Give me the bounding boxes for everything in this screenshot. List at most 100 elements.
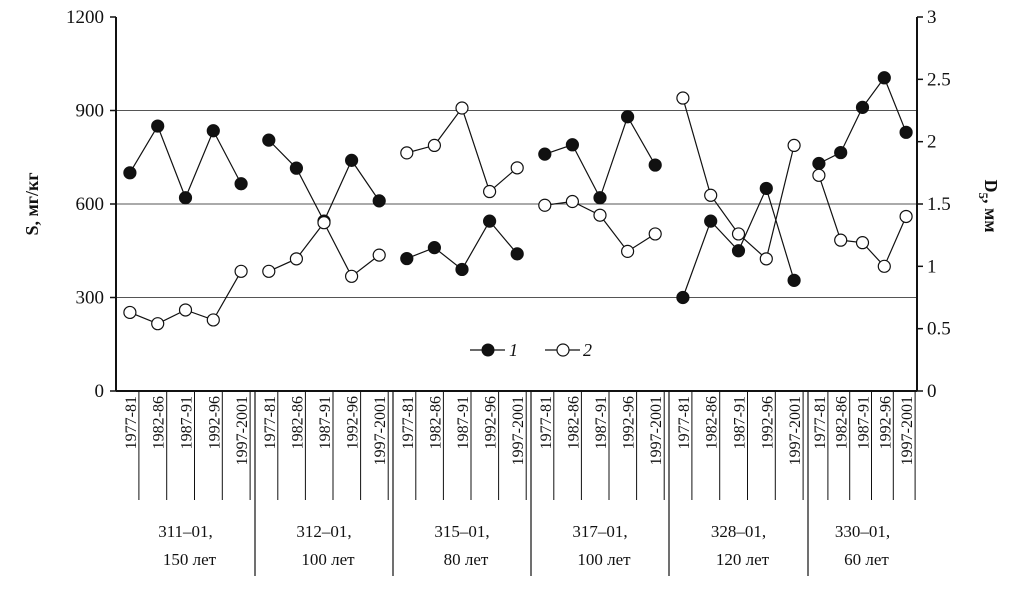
series-1-point xyxy=(676,290,690,305)
period-label: 1997-2001 xyxy=(372,396,389,465)
series-2-point xyxy=(593,208,607,222)
series-2-point xyxy=(345,269,359,283)
group-age: 60 лет xyxy=(844,550,889,569)
period-label: 1992-96 xyxy=(483,396,500,449)
series-1-point xyxy=(620,110,635,124)
series xyxy=(123,71,913,331)
series-1-point xyxy=(704,214,718,228)
left-tick-label: 300 xyxy=(76,288,105,309)
series-1-point xyxy=(483,214,497,228)
series-1-point xyxy=(427,241,441,255)
series-2-point xyxy=(234,264,248,278)
series-2-point xyxy=(455,101,469,115)
period-label: 1977-81 xyxy=(538,396,555,449)
legend-marker-series-1 xyxy=(481,343,495,357)
series-2-point xyxy=(877,259,891,273)
series-2-point xyxy=(704,188,718,202)
period-label: 1987-91 xyxy=(856,396,873,449)
series-1-point xyxy=(455,262,469,277)
group-label: 312–01, xyxy=(296,522,351,541)
series-1-point xyxy=(234,177,248,191)
series-1-point xyxy=(759,181,773,196)
series-1-point xyxy=(877,71,891,85)
group-label: 328–01, xyxy=(711,522,766,541)
series-1-point xyxy=(289,161,303,175)
y2-axis-title-main: D xyxy=(981,179,1001,192)
period-label: 1987-91 xyxy=(455,396,472,449)
series-2-line xyxy=(406,106,518,193)
series-2-point xyxy=(834,233,848,247)
right-tick-label: 0 xyxy=(927,381,937,402)
series-1-point xyxy=(510,247,524,261)
series-1-point xyxy=(178,191,193,205)
period-label: 1977-81 xyxy=(400,396,417,449)
series-1-line xyxy=(818,76,907,165)
period-label: 1982-86 xyxy=(151,396,168,449)
series-2-line xyxy=(268,221,380,278)
period-label: 1987-91 xyxy=(732,396,749,449)
right-tick-label: 0.5 xyxy=(927,319,951,340)
series-1-point xyxy=(834,145,848,160)
group-age: 100 лет xyxy=(301,550,355,569)
series-2-line xyxy=(818,175,907,268)
left-tick-labels: 0 300 600 900 1200 xyxy=(66,7,116,402)
legend-marker-series-2 xyxy=(556,343,570,357)
left-tick-label: 900 xyxy=(76,101,105,122)
series-2-point xyxy=(648,227,662,241)
series-2-point xyxy=(317,216,331,230)
series-2-point xyxy=(759,252,773,266)
series-1-line xyxy=(406,220,518,271)
series-1-point xyxy=(206,124,220,138)
period-label: 1987-91 xyxy=(317,396,334,449)
gridlines xyxy=(116,110,917,298)
legend-label-series-2: 2 xyxy=(583,340,592,360)
right-tick-label: 1 xyxy=(927,256,937,277)
series-2-point xyxy=(538,198,552,212)
group-age: 120 лет xyxy=(716,550,770,569)
period-label: 1982-86 xyxy=(834,396,851,449)
series-2-point xyxy=(899,209,913,224)
series-2-point xyxy=(178,303,193,317)
series-2-point xyxy=(812,168,826,182)
period-label: 1987-91 xyxy=(593,396,610,449)
series-2-point xyxy=(620,244,635,258)
series-2-point xyxy=(676,91,690,105)
period-label: 1992-96 xyxy=(206,396,223,449)
period-label: 1982-86 xyxy=(704,396,721,449)
series-2-point xyxy=(565,194,580,209)
period-label: 1977-81 xyxy=(123,396,140,449)
series-1-point xyxy=(731,244,746,258)
left-tick-label: 1200 xyxy=(66,7,104,28)
series-1-point xyxy=(262,133,276,147)
period-label: 1992-96 xyxy=(877,396,894,449)
series-1-point xyxy=(812,156,826,171)
series-1-point xyxy=(123,166,137,180)
legend: 1 2 xyxy=(470,340,592,360)
right-tick-label: 3 xyxy=(927,7,937,28)
period-label: 1997-2001 xyxy=(510,396,527,465)
group-age: 100 лет xyxy=(577,550,631,569)
series-2-point xyxy=(289,252,303,266)
period-label: 1997-2001 xyxy=(899,396,916,465)
period-label: 1977-81 xyxy=(676,396,693,449)
group-label: 330–01, xyxy=(835,522,890,541)
series-2-point xyxy=(400,146,414,160)
series-1-point xyxy=(899,125,913,139)
series-2-point xyxy=(123,305,137,320)
legend-label-series-1: 1 xyxy=(509,340,518,360)
right-tick-label: 2.5 xyxy=(927,69,951,90)
series-1-point xyxy=(787,273,801,287)
category-axis: 1977-81 1982-86 1987-91 1992-96 1997-2001311… xyxy=(123,391,916,576)
group-label: 311–01, xyxy=(158,522,213,541)
right-tick-label: 1.5 xyxy=(927,194,951,215)
series-2-point xyxy=(855,236,870,250)
period-label: 1992-96 xyxy=(759,396,776,449)
series-1-point xyxy=(565,138,580,152)
y-axis-title: S, мг/кг xyxy=(22,173,42,236)
period-label: 1982-86 xyxy=(427,396,444,449)
series-2-point xyxy=(372,248,386,262)
period-label: 1997-2001 xyxy=(787,396,804,465)
series-1-point xyxy=(593,191,607,205)
y2-axis-title-sub: 5 xyxy=(976,192,991,199)
series-1-point xyxy=(151,119,165,133)
